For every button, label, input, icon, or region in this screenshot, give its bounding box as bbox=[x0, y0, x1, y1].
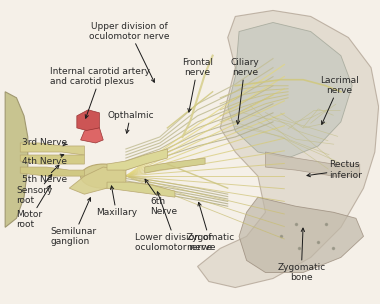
Text: Sensory
root: Sensory root bbox=[16, 174, 53, 206]
Text: Rectus
inferior: Rectus inferior bbox=[307, 161, 363, 180]
PathPatch shape bbox=[239, 197, 364, 272]
Ellipse shape bbox=[81, 164, 126, 188]
PathPatch shape bbox=[266, 152, 360, 176]
Text: 3rd Nerve: 3rd Nerve bbox=[22, 138, 67, 147]
PathPatch shape bbox=[20, 143, 84, 155]
PathPatch shape bbox=[69, 167, 126, 194]
Text: Lower division of
oculomotor nerve: Lower division of oculomotor nerve bbox=[135, 192, 216, 252]
PathPatch shape bbox=[77, 110, 100, 131]
Text: Motor
root: Motor root bbox=[16, 185, 50, 230]
PathPatch shape bbox=[198, 10, 378, 288]
Text: Upper division of
oculomotor nerve: Upper division of oculomotor nerve bbox=[89, 22, 170, 82]
PathPatch shape bbox=[81, 128, 103, 143]
PathPatch shape bbox=[107, 149, 167, 170]
Text: 4th Nerve: 4th Nerve bbox=[22, 154, 67, 166]
Text: Zygomatic
bone: Zygomatic bone bbox=[277, 228, 325, 282]
Text: Lacrimal
nerve: Lacrimal nerve bbox=[320, 76, 358, 124]
Text: Zygomatic
nerve: Zygomatic nerve bbox=[186, 202, 234, 252]
PathPatch shape bbox=[20, 167, 84, 176]
PathPatch shape bbox=[228, 22, 352, 158]
Text: Internal carotid artery
and carotid plexus: Internal carotid artery and carotid plex… bbox=[51, 67, 150, 118]
Text: Ciliary
nerve: Ciliary nerve bbox=[230, 58, 259, 124]
PathPatch shape bbox=[107, 182, 175, 197]
PathPatch shape bbox=[5, 92, 28, 227]
PathPatch shape bbox=[145, 158, 205, 173]
Text: Semilunar
ganglion: Semilunar ganglion bbox=[51, 198, 97, 246]
Text: 5th Nerve: 5th Nerve bbox=[22, 165, 67, 184]
PathPatch shape bbox=[20, 155, 84, 164]
Text: Maxillary: Maxillary bbox=[96, 186, 137, 217]
Text: 6th
Nerve: 6th Nerve bbox=[145, 179, 177, 216]
Text: Frontal
nerve: Frontal nerve bbox=[182, 58, 213, 112]
Text: Opthalmic: Opthalmic bbox=[107, 111, 154, 133]
